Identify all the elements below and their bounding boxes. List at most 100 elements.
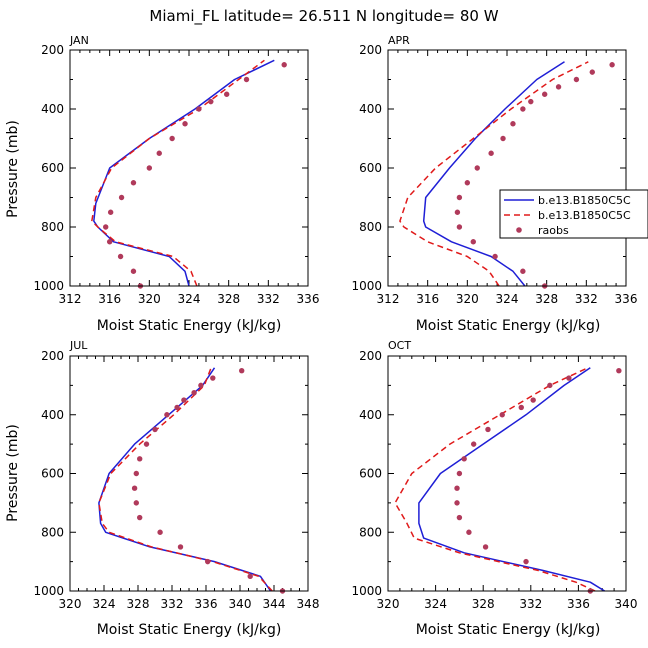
x-axis-jul: 320 324 328 332 336 340 344 348 [59,356,320,611]
y-tick-label-jul: 1000 [33,584,64,598]
x-tick-label-jul: 348 [297,597,320,611]
raobs-point-oct [518,404,524,411]
raobs-point-jul [205,558,211,565]
raobs-point-apr [456,194,463,201]
x-tick-label-apr: 320 [456,292,479,306]
x-tick-label-oct: 332 [519,597,542,611]
x-tick-label-oct: 324 [424,597,447,611]
raobs-point-jul [210,375,216,381]
raobs-point-oct [470,441,477,447]
x-tick-label-apr: 332 [575,292,598,306]
raobs-point-jan [182,121,188,127]
raobs-point-oct [499,412,505,418]
y-tick-label-oct: 200 [359,349,382,363]
x-axis-label-jul: Moist Static Energy (kJ/kg) [97,622,282,638]
y-axis-label-jul: Pressure (mb) [5,424,21,522]
y-tick-label-oct: 1000 [351,584,382,598]
x-axis-oct: 320 324 328 332 336 340 [377,356,638,611]
series-apr [399,61,615,289]
raobs-point-apr [464,180,471,186]
panel-label-apr: APR [388,34,410,47]
y-tick-label-jul: 400 [41,408,64,422]
y-tick-label-oct: 400 [359,408,382,422]
x-tick-label-jan: 324 [178,292,201,306]
panel-apr: APR 312 316 320 324 328 332 336 200 400 600 800 10… [351,34,637,334]
raobs-point-jul [137,514,143,521]
raobs-point-oct [547,382,553,389]
solid-series-line-jan [93,59,275,287]
raobs-point-jul [143,441,150,447]
panel-label-jan: JAN [69,34,89,47]
y-axis-label-jan: Pressure (mb) [5,120,21,218]
legend-label-2: b.e13.B1850C5C [538,209,631,222]
plot-frame-oct [387,355,627,592]
solid-series-line-jul [98,367,272,592]
x-tick-label-oct: 336 [567,597,590,611]
raobs-point-apr [500,135,506,142]
raobs-point-oct [523,558,529,565]
raobs-point-apr [541,91,548,97]
y-tick-label-jan: 800 [41,220,64,234]
x-axis-label-apr: Moist Static Energy (kJ/kg) [416,318,601,334]
raobs-point-oct [456,470,463,477]
plot-frame-jan [69,49,309,287]
y-tick-label-jul: 200 [41,349,64,363]
raobs-point-jan [223,91,230,97]
x-tick-label-oct: 340 [615,597,638,611]
raobs-point-jul [177,544,184,550]
legend-label-3: raobs [538,224,569,237]
series-oct [394,367,622,594]
raobs-point-jul [174,404,180,411]
raobs-point-jan [106,239,113,245]
raobs-point-jan [156,150,162,156]
series-jan [91,59,287,289]
raobs-point-jul [239,367,245,374]
y-axis-apr: 200 400 600 800 1000 [351,43,626,293]
x-tick-label-jul: 332 [161,597,184,611]
raobs-point-jan [169,135,175,142]
y-tick-label-apr: 600 [359,161,382,175]
raobs-point-apr [510,121,516,127]
x-tick-label-jul: 336 [195,597,218,611]
raobs-point-oct [566,375,572,381]
x-axis-label-jan: Moist Static Energy (kJ/kg) [97,318,282,334]
x-axis-label-oct: Moist Static Energy (kJ/kg) [416,622,601,638]
dashed-series-line-jul [98,367,273,592]
raobs-point-jan [208,98,214,105]
x-tick-label-jul: 344 [263,597,286,611]
y-tick-label-jan: 1000 [33,279,64,293]
raobs-point-oct [482,544,489,550]
x-tick-label-jan: 316 [98,292,121,306]
raobs-point-apr [589,69,595,75]
raobs-point-apr [454,209,461,215]
x-tick-label-jul: 320 [59,597,82,611]
panel-label-oct: OCT [388,339,411,352]
raobs-point-oct [454,485,460,491]
x-tick-label-jan: 332 [257,292,280,306]
raobs-point-oct [466,529,472,535]
plot-frame-jul [69,355,309,592]
raobs-point-jan [281,62,287,68]
raobs-point-apr [609,62,615,68]
x-tick-label-apr: 336 [615,292,638,306]
raobs-point-apr [528,98,534,105]
raobs-point-jan [103,224,109,230]
raobs-point-apr [474,165,480,171]
legend-box [499,189,648,239]
panel-oct: OCT 320 324 328 332 336 340 2004006008001000 … [351,339,637,638]
series-jul [98,367,286,594]
raobs-point-jul [157,529,163,535]
raobs-point-apr [520,106,526,112]
dashed-series-line-apr [399,61,589,287]
raobs-point-oct [454,500,460,506]
legend-marker-dot [516,227,522,233]
raobs-point-oct [530,397,536,403]
legend: b.e13.B1850C5C b.e13.B1850C5C raobs [499,189,648,239]
y-tick-label-oct: 800 [359,525,382,539]
raobs-point-apr [573,76,580,83]
y-tick-label-jan: 200 [41,43,64,57]
raobs-point-jan [117,253,124,260]
x-tick-label-jan: 320 [138,292,161,306]
raobs-point-jan [146,165,153,171]
